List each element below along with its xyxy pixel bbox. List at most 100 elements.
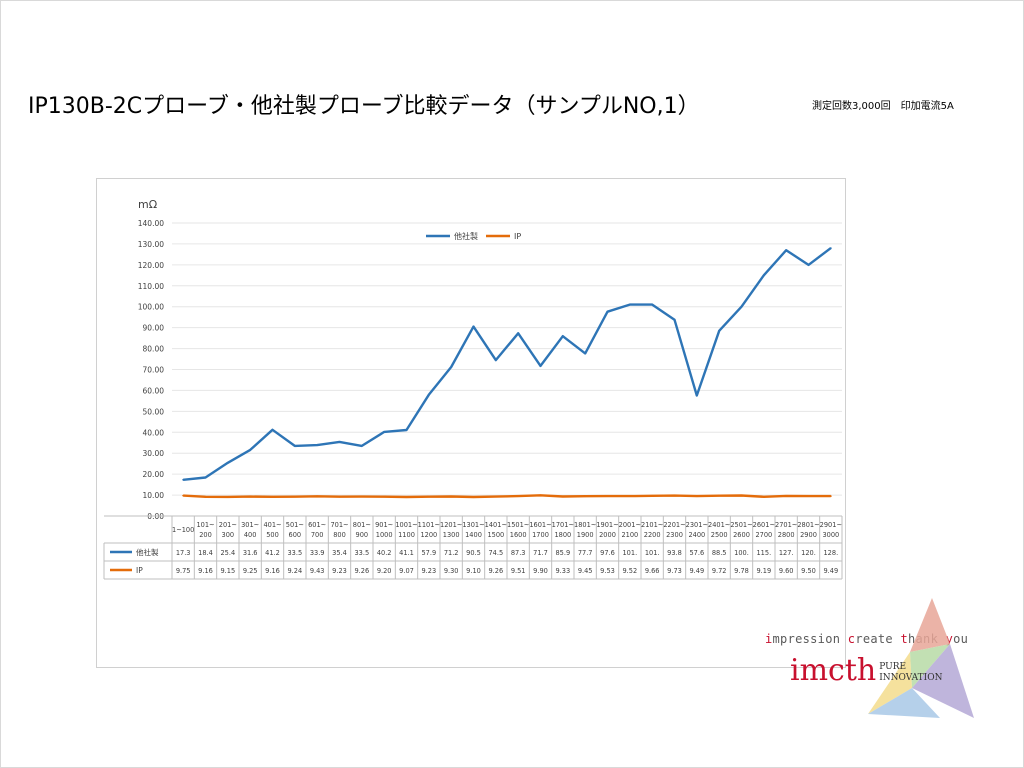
x-category-label: 2800	[778, 531, 795, 539]
x-category-label: 2201~	[663, 521, 685, 529]
data-point	[316, 495, 319, 498]
table-value: 87.3	[511, 549, 526, 557]
table-value: 9.78	[734, 567, 749, 575]
x-category-label: 400	[244, 531, 257, 539]
measurement-count: 測定回数3,000回	[812, 101, 891, 112]
data-point	[293, 444, 296, 447]
table-value: 33.9	[310, 549, 325, 557]
data-point	[584, 352, 587, 355]
table-value: 101.	[622, 549, 637, 557]
x-category-label: 2500	[711, 531, 728, 539]
tagline-word: ou	[953, 632, 969, 646]
triangle-facet-right	[912, 644, 974, 718]
x-category-label: 1701~	[552, 521, 574, 529]
table-value: 88.5	[712, 549, 727, 557]
data-point	[517, 332, 520, 335]
data-point	[182, 478, 185, 481]
x-category-label: 1600	[510, 531, 527, 539]
data-point	[494, 359, 497, 361]
measurement-note: 測定回数3,000回 印加電流5A	[812, 97, 954, 112]
table-value: 93.8	[667, 549, 682, 557]
data-point	[204, 495, 207, 498]
data-point	[360, 495, 363, 498]
chart-frame	[96, 178, 846, 668]
table-value: 9.23	[332, 567, 347, 575]
x-category-label: 1800	[554, 531, 571, 539]
table-value: 9.60	[779, 567, 794, 575]
x-category-label: 1001~	[395, 521, 417, 529]
data-point	[628, 303, 631, 306]
x-category-label: 1300	[443, 531, 460, 539]
x-category-label: 2801~	[797, 521, 819, 529]
chart-panel: mΩ 0.00 10.00 20.00 30.00 40.00 50.00 60.00 70.0…	[96, 178, 846, 668]
x-category-label: 2700	[755, 531, 772, 539]
data-point	[785, 495, 788, 497]
x-category-label: 1100	[398, 531, 415, 539]
table-value: 77.7	[578, 549, 593, 557]
data-point	[338, 495, 341, 498]
table-value: 40.2	[377, 549, 392, 557]
data-point	[785, 249, 788, 252]
x-category-label: 1101~	[418, 521, 440, 529]
y-tick-label: 140.00	[138, 219, 164, 228]
x-category-label: 1700	[532, 531, 549, 539]
x-category-label: 1000	[376, 531, 393, 539]
y-tick-label: 30.00	[143, 449, 165, 458]
x-category-label: 800	[333, 531, 346, 539]
tagline-word: mpression	[772, 632, 848, 646]
table-value: 9.75	[176, 567, 191, 575]
x-category-label: 1801~	[574, 521, 596, 529]
resistance-line-chart: mΩ0.0010.0020.0030.0040.0050.0060.0070.0…	[96, 178, 846, 668]
data-point	[383, 430, 386, 433]
data-point	[472, 325, 475, 328]
table-value: 115.	[756, 549, 771, 557]
table-value: 9.15	[220, 567, 235, 575]
x-category-label: 2101~	[641, 521, 663, 529]
table-value: 9.10	[466, 567, 481, 575]
table-value: 9.23	[421, 567, 436, 575]
x-category-label: 401~	[263, 521, 281, 529]
triangle-facet-top	[910, 598, 950, 652]
applied-current: 印加電流5A	[900, 101, 954, 112]
data-point	[427, 393, 430, 396]
x-category-label: 2200	[644, 531, 661, 539]
tagline-letter: y	[945, 632, 954, 646]
y-tick-label: 50.00	[143, 407, 165, 416]
x-category-label: 500	[266, 531, 279, 539]
table-value: 85.9	[555, 549, 570, 557]
y-tick-label: 40.00	[143, 428, 165, 437]
table-value: 9.16	[198, 567, 213, 575]
x-category-label: 2501~	[730, 521, 752, 529]
table-value: 33.5	[287, 549, 302, 557]
table-value: 90.5	[466, 549, 481, 557]
data-point	[271, 495, 274, 498]
x-category-label: 2600	[733, 531, 750, 539]
x-category-label: 1601~	[529, 521, 551, 529]
legend-label: IP	[514, 232, 521, 241]
table-value: 33.5	[354, 549, 369, 557]
y-tick-label: 130.00	[138, 240, 164, 249]
data-point	[584, 495, 587, 498]
x-category-label: 1201~	[440, 521, 462, 529]
table-value: 100.	[734, 549, 749, 557]
data-point	[360, 444, 363, 447]
x-category-label: 1501~	[507, 521, 529, 529]
table-value: 31.6	[243, 549, 258, 557]
table-value: 9.50	[801, 567, 816, 575]
x-category-label: 1301~	[462, 521, 484, 529]
brand-triangle-logo	[868, 598, 974, 718]
data-point	[628, 495, 631, 497]
table-value: 9.52	[622, 567, 637, 575]
x-category-label: 2100	[621, 531, 638, 539]
x-category-label: 300	[222, 531, 235, 539]
data-point	[673, 318, 676, 321]
table-value: 17.3	[176, 549, 191, 557]
data-point	[427, 495, 430, 498]
data-point	[606, 495, 609, 497]
slide-title: IP130B-2Cプローブ・他社製プローブ比較データ（サンプルNO,1）	[28, 94, 700, 119]
data-point	[718, 494, 721, 497]
triangle-facet-left	[868, 652, 912, 714]
data-point	[740, 494, 743, 497]
table-value: 57.9	[421, 549, 436, 557]
data-point	[405, 496, 408, 498]
